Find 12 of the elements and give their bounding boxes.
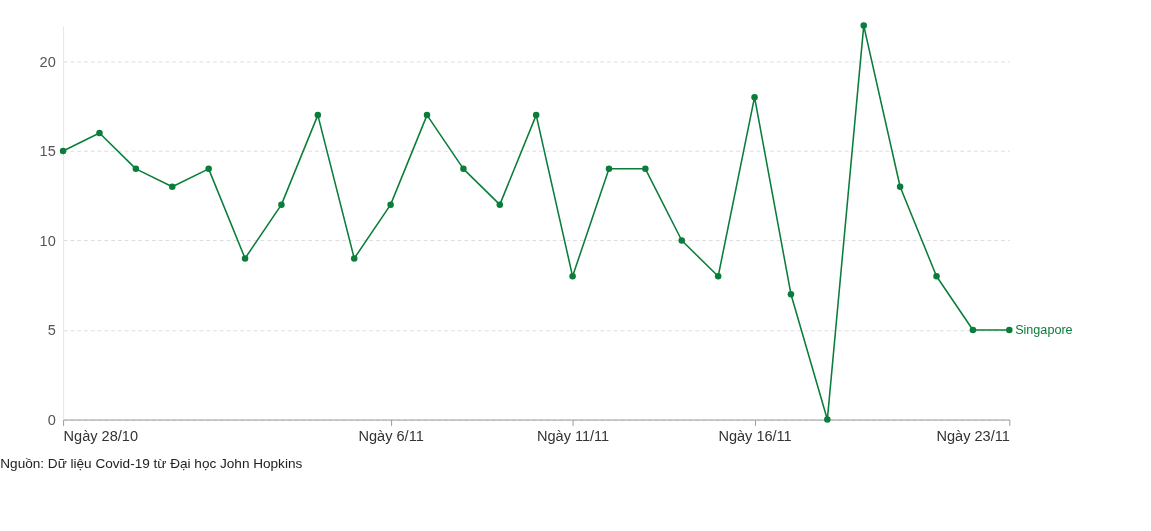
x-tick-label: Ngày 23/11 — [936, 428, 1010, 445]
x-tick-label: Ngày 16/11 — [718, 428, 792, 445]
y-tick-label: 10 — [39, 232, 56, 249]
series-label: Singapore — [1015, 322, 1073, 337]
y-tick-label: 5 — [47, 322, 56, 339]
y-tick-label: 15 — [39, 143, 56, 160]
y-tick-label: 0 — [47, 411, 56, 428]
x-tick-label: Ngày 6/11 — [358, 428, 424, 445]
text: Nguồn: Dữ liệu Covid-19 từ Đại học John Hopkins — [0, 456, 303, 472]
x-tick-label: Ngày 11/11 — [536, 428, 610, 445]
y-tick-label: 20 — [39, 53, 56, 70]
x-tick-label: Ngày 28/10 — [63, 428, 138, 445]
